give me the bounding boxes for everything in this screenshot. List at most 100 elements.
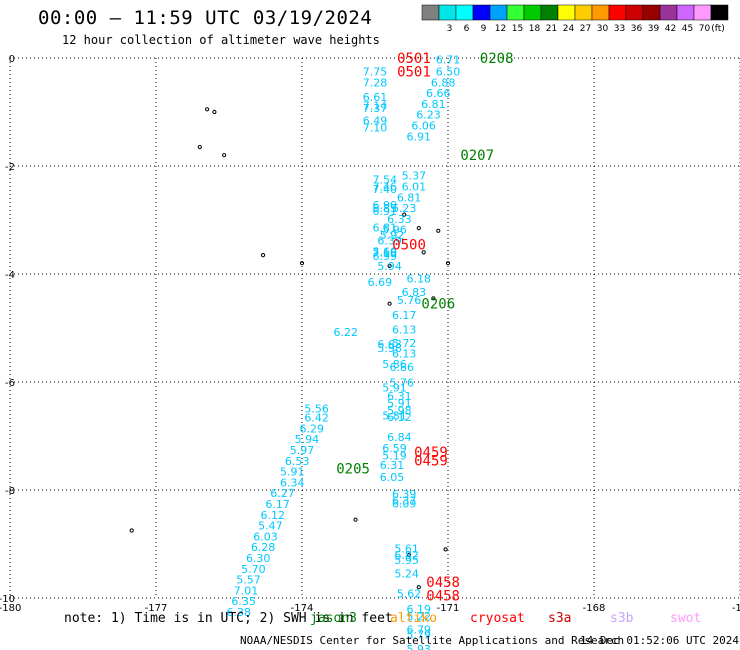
island-outline: [445, 261, 451, 266]
wave-height-value: 5.76: [390, 377, 415, 390]
wave-height-value: 6.05: [380, 471, 405, 484]
satellite-label-4: s3b: [610, 611, 634, 626]
island-outline: [416, 585, 421, 590]
island-outline: [205, 107, 210, 112]
island-outline: [402, 212, 407, 217]
wave-height-value: 6.19: [407, 603, 432, 616]
wave-height-value: 5.61: [394, 542, 419, 555]
island-outline: [387, 301, 392, 306]
wave-height-value: 5.62: [397, 588, 422, 601]
wave-height-value: 7.10: [363, 122, 388, 135]
wave-height-value: 6.59: [382, 442, 407, 455]
colorbar-tick-label: 36: [631, 24, 643, 34]
wave-height-value: 5.60: [372, 245, 397, 258]
colorbar-swatch: [710, 4, 729, 21]
wave-height-value: 7.14: [363, 100, 388, 113]
wave-height-value: 7.28: [363, 76, 388, 89]
wave-height-value: 6.23: [416, 109, 441, 122]
wave-height-value: 6.03: [253, 530, 278, 543]
y-tick-label: -2: [5, 162, 15, 173]
pass-time-label: 0206: [421, 297, 455, 313]
wave-height-value: 5.57: [236, 574, 261, 587]
island-outline: [197, 145, 202, 150]
wave-height-value: 6.82: [394, 549, 419, 562]
pass-time-label: 0500: [392, 237, 426, 253]
wave-height-value: 5.56: [304, 402, 329, 415]
wave-height-value: 6.81: [397, 191, 422, 204]
wave-height-value: 6.12: [387, 411, 412, 424]
island-outline: [421, 250, 426, 255]
wave-height-value: 5.97: [290, 444, 315, 457]
satellite-label-5: swot: [670, 611, 702, 626]
wave-height-value: 6.28: [251, 541, 276, 554]
wave-height-value: 6.30: [246, 552, 271, 565]
wave-height-value: 5.94: [295, 433, 320, 446]
y-tick-label: -4: [5, 270, 15, 281]
pass-time-label: 0458: [426, 575, 460, 591]
colorbar-tick-label: 33: [614, 24, 625, 34]
island-outline: [406, 552, 412, 557]
wave-height-value: 5.47: [258, 520, 283, 533]
island-outline: [431, 296, 436, 301]
wave-height-value: 6.33: [387, 213, 412, 226]
wave-height-value: 7.37: [363, 102, 388, 115]
wave-height-value: 5.93: [407, 643, 432, 650]
wave-height-value: 6.27: [270, 487, 295, 500]
wave-height-value: 6.81: [421, 98, 446, 111]
y-tick-label: -10: [0, 594, 15, 605]
wave-height-value: 5.91: [387, 397, 412, 410]
wave-height-value: 7.16: [372, 246, 397, 259]
wave-height-value: 6.49: [363, 115, 388, 128]
colorbar-tick-label: 18: [529, 24, 541, 34]
island-outline: [299, 261, 305, 266]
wave-height-value: 7.46: [372, 181, 397, 194]
chart-title: 00:00 — 11:59 UTC 03/19/2024: [38, 7, 373, 29]
wave-height-value: 6.90: [372, 199, 397, 212]
satellite-label-2: cryosat: [470, 611, 525, 626]
wave-height-value: 6.53: [285, 455, 310, 468]
colorbar-tick-label: 39: [648, 24, 660, 34]
colorbar-tick-label: 12: [495, 24, 506, 34]
wave-height-value: 6.13: [392, 347, 417, 360]
wave-height-value: 5.24: [394, 568, 419, 581]
wave-height-value: 6.81: [372, 222, 397, 235]
wave-height-value: 6.01: [402, 181, 427, 194]
colorbar-tick-label: 30: [597, 24, 609, 34]
wave-height-value: 6.38: [226, 606, 251, 619]
wave-height-value: 5.76: [397, 294, 422, 307]
wave-height-value: 5.95: [394, 554, 419, 567]
satellite-label-3: s3a: [548, 611, 572, 626]
wave-height-value: 6.18: [407, 272, 432, 285]
satellite-label-0: jason3: [310, 611, 357, 626]
wave-height-value: 5.98: [387, 405, 412, 418]
wave-height-value: 5.92: [380, 229, 405, 242]
wave-height-value: 6.91: [407, 130, 432, 143]
wave-height-value: 6.66: [426, 87, 451, 100]
colorbar-tick-label: 15: [512, 24, 523, 34]
wave-height-value: 6.91: [372, 205, 397, 218]
colorbar-tick-label: 6: [464, 24, 470, 34]
wave-height-value: 6.61: [363, 91, 388, 104]
wave-height-value: 5.22: [407, 610, 432, 623]
wave-height-value: 5.94: [377, 260, 402, 273]
x-tick-label: -177: [145, 603, 168, 614]
wave-height-value: 6.13: [392, 324, 417, 337]
wave-height-value: 6.50: [436, 66, 461, 79]
wave-height-value: 6.42: [304, 412, 329, 425]
colorbar-tick-label: 70: [699, 24, 711, 34]
island-outline: [443, 547, 448, 552]
wave-height-value: 7.75: [363, 66, 388, 79]
wave-height-value: 6.71: [436, 54, 461, 67]
pass-time-label: 0501: [397, 51, 431, 67]
chart-subtitle: 12 hour collection of altimeter wave hei…: [62, 33, 380, 47]
colorbar-tick-label: 24: [563, 24, 575, 34]
color-legend: 3 6 9 12 15 18 21 24 27 30 33 36 39 42 45 70 (ft): [421, 4, 729, 34]
wave-height-value: 5.98: [377, 342, 402, 355]
wave-height-value: 6.22: [334, 326, 359, 339]
wave-height-value: 6.39: [392, 488, 417, 501]
wave-height-value: 6.09: [392, 498, 417, 511]
island-outline: [387, 263, 392, 268]
x-tick-label: -180: [0, 603, 21, 614]
wave-height-value: 6.63: [377, 338, 402, 351]
